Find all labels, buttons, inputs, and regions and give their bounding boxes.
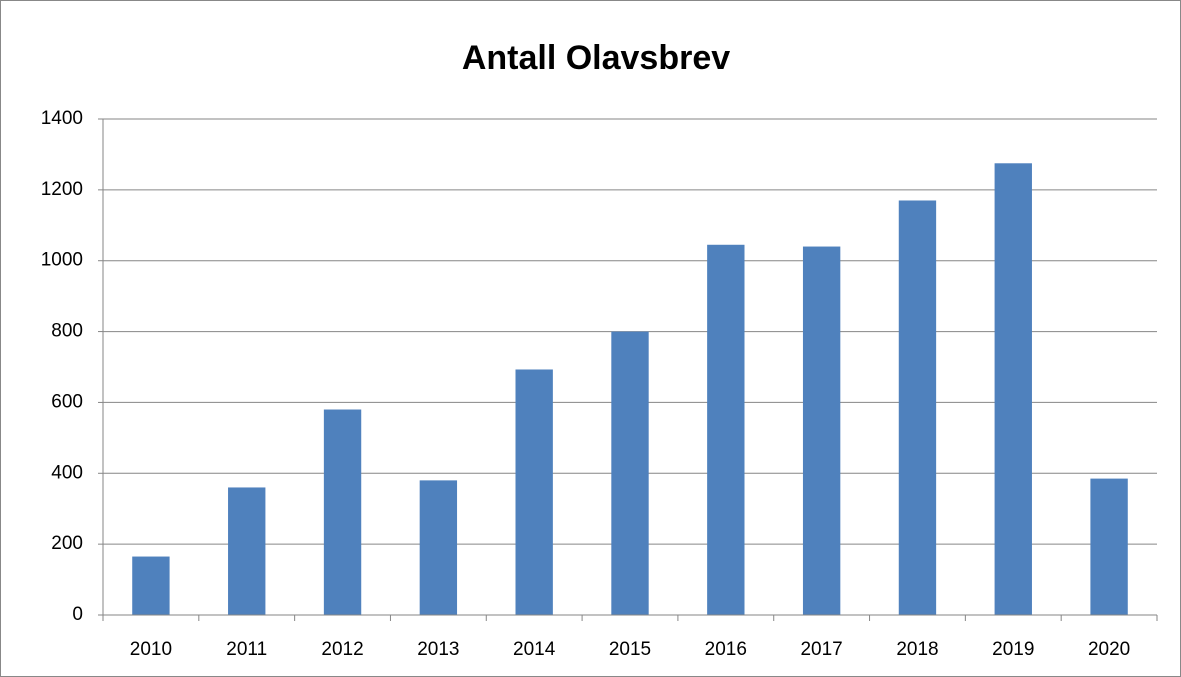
bar	[611, 331, 649, 615]
chart-title: Antall Olavsbrev	[462, 39, 730, 77]
bar	[228, 487, 266, 615]
x-tick-label: 2016	[705, 639, 747, 660]
y-tick-label: 1000	[41, 250, 83, 271]
x-tick-label: 2012	[321, 639, 363, 660]
y-tick-label: 200	[51, 533, 83, 554]
bar	[994, 163, 1032, 616]
x-tick-label: 2010	[130, 639, 172, 660]
bar	[515, 369, 553, 615]
y-tick-label: 1200	[41, 179, 83, 200]
bar	[132, 556, 170, 615]
x-tick-label: 2011	[226, 639, 267, 660]
bar	[1090, 478, 1128, 615]
y-tick-label: 400	[51, 462, 83, 483]
y-tick-label: 600	[51, 391, 83, 412]
bar	[707, 244, 745, 615]
bar	[802, 246, 841, 616]
y-tick-label: 800	[51, 321, 83, 342]
y-tick-label: 1400	[41, 108, 83, 129]
x-tick-label: 2018	[896, 639, 938, 660]
x-tick-label: 2014	[513, 639, 556, 660]
bar	[419, 480, 458, 615]
bar	[898, 200, 937, 615]
x-tick-label: 2013	[417, 639, 459, 660]
y-tick-label: 0	[72, 604, 83, 625]
x-tick-label: 2015	[609, 639, 651, 660]
x-tick-label: 2019	[992, 639, 1034, 660]
bar	[323, 409, 362, 615]
x-tick-label: 2020	[1088, 639, 1130, 660]
x-tick-label: 2017	[800, 639, 842, 660]
